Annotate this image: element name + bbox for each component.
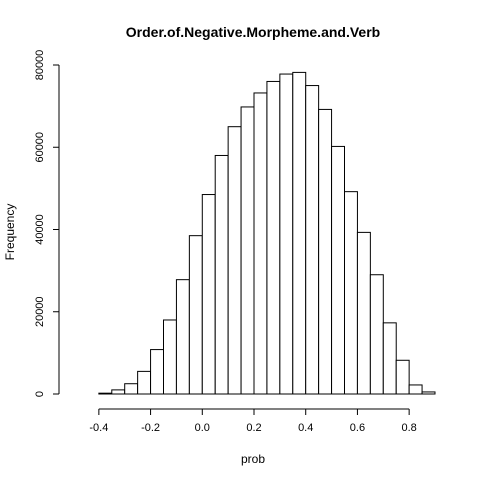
histogram-bar [332, 146, 345, 394]
histogram-bar [125, 384, 138, 394]
histogram-bar [228, 127, 241, 394]
x-tick-label: 0.0 [195, 422, 210, 434]
y-axis-label: Frequency [3, 204, 17, 261]
histogram-bar [254, 93, 267, 394]
histogram-bar [345, 192, 358, 394]
histogram-bar [293, 72, 306, 394]
histogram-bar [164, 320, 177, 394]
histogram-bar [357, 232, 370, 394]
histogram-bar [189, 236, 202, 394]
histogram-bar [138, 371, 151, 394]
histogram-bar [241, 107, 254, 394]
histogram-bar [370, 275, 383, 394]
histogram-bar [151, 350, 164, 394]
histogram-bar [280, 74, 293, 394]
x-axis: -0.4 -0.2 0.0 0.2 0.4 0.6 0.8 [89, 409, 416, 434]
x-tick-label: 0.8 [401, 422, 416, 434]
x-tick-label: 0.6 [350, 422, 365, 434]
y-tick-label: 20000 [34, 296, 46, 327]
histogram-bar [422, 392, 435, 394]
y-tick-label: 60000 [34, 132, 46, 163]
y-tick-label: 80000 [34, 50, 46, 81]
histogram-bar [319, 109, 332, 394]
histogram-bar [202, 195, 215, 394]
y-axis: 0 20000 40000 60000 80000 [34, 50, 59, 397]
x-tick-label: -0.4 [89, 422, 108, 434]
histogram-bar [306, 86, 319, 394]
histogram-bar [383, 323, 396, 394]
chart-title: Order.of.Negative.Morpheme.and.Verb [126, 24, 380, 40]
histogram-bar [267, 81, 280, 394]
histogram-bars [99, 72, 435, 394]
x-tick-label: 0.4 [298, 422, 313, 434]
histogram-bar [396, 360, 409, 394]
x-tick-label: 0.2 [246, 422, 261, 434]
histogram-bar [99, 393, 112, 394]
x-tick-label: -0.2 [141, 422, 160, 434]
y-tick-label: 0 [34, 391, 46, 397]
histogram-bar [112, 390, 125, 394]
histogram-bar [409, 385, 422, 394]
histogram-bar [215, 155, 228, 394]
x-axis-label: prob [241, 452, 265, 466]
y-tick-label: 40000 [34, 214, 46, 245]
histogram-bar [176, 280, 189, 394]
